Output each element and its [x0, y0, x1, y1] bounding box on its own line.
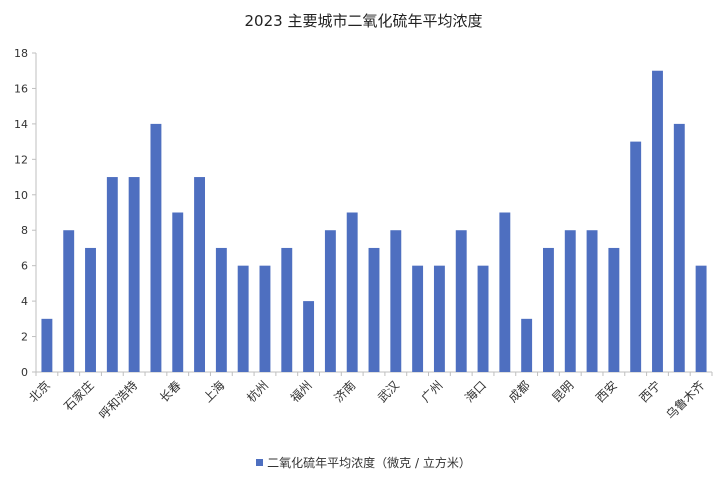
bar-南昌 [324, 230, 336, 372]
bar-广州 [433, 265, 445, 372]
x-tick-label: 武汉 [375, 378, 402, 405]
x-tick-label: 乌鲁木齐 [663, 378, 708, 423]
y-tick-label: 18 [14, 47, 28, 60]
bar-上海 [215, 247, 227, 372]
bar-呼和浩特 [128, 177, 140, 372]
bar-成都 [521, 318, 533, 372]
bar-西安 [608, 247, 620, 372]
bar-拉萨 [586, 230, 598, 372]
legend-swatch [256, 459, 264, 466]
y-tick-label: 12 [14, 153, 28, 166]
bar-沈阳 [150, 123, 162, 372]
y-tick-label: 6 [21, 260, 28, 273]
bar-武汉 [390, 230, 402, 372]
x-tick-label: 北京 [26, 378, 53, 405]
bar-西宁 [652, 70, 663, 372]
legend: 二氧化硫年平均浓度（微克 / 立方米） [0, 454, 727, 471]
bar-兰州 [630, 141, 642, 372]
x-tick-label: 石家庄 [61, 378, 97, 414]
y-tick-label: 14 [14, 118, 28, 131]
x-tick-label: 福州 [287, 378, 315, 406]
bar-哈尔滨 [194, 177, 205, 372]
bar-海口 [477, 265, 489, 372]
bar-福州 [303, 301, 315, 372]
bar-长沙 [412, 265, 424, 372]
bar-天津 [63, 230, 75, 372]
y-tick-label: 0 [21, 366, 28, 379]
bar-贵阳 [543, 247, 554, 372]
x-tick-label: 昆明 [549, 378, 576, 405]
legend-label: 二氧化硫年平均浓度（微克 / 立方米） [267, 456, 471, 470]
x-tick-label: 广州 [419, 378, 446, 405]
x-tick-label: 杭州 [244, 378, 272, 406]
bar-银川 [673, 123, 685, 372]
chart-title: 2023 主要城市二氧化硫年平均浓度 [244, 12, 483, 30]
x-tick-label: 济南 [331, 378, 359, 406]
x-tick-label: 西安 [592, 378, 620, 406]
bar-石家庄 [85, 247, 96, 372]
bar-乌鲁木齐 [695, 265, 707, 372]
y-tick-label: 16 [14, 82, 28, 95]
bar-北京 [41, 318, 53, 372]
bar-昆明 [564, 230, 576, 372]
y-tick-label: 8 [21, 224, 28, 237]
y-tick-label: 4 [21, 295, 28, 308]
bar-郑州 [368, 247, 380, 372]
bar-太原 [106, 177, 118, 372]
bar-南京 [237, 265, 249, 372]
bar-济南 [346, 212, 358, 372]
x-tick-label: 长春 [157, 378, 184, 405]
x-tick-label: 西宁 [636, 378, 664, 406]
bar-合肥 [281, 247, 293, 372]
x-tick-label: 上海 [200, 378, 228, 406]
bar-南宁 [455, 230, 467, 372]
bar-长春 [172, 212, 184, 372]
bar-重庆 [499, 212, 511, 372]
x-tick-label: 海口 [462, 378, 490, 406]
x-tick-label: 呼和浩特 [96, 378, 141, 423]
y-tick-label: 10 [14, 189, 28, 202]
y-tick-label: 2 [21, 331, 28, 344]
bar-杭州 [259, 265, 271, 372]
x-tick-label: 成都 [506, 378, 533, 405]
